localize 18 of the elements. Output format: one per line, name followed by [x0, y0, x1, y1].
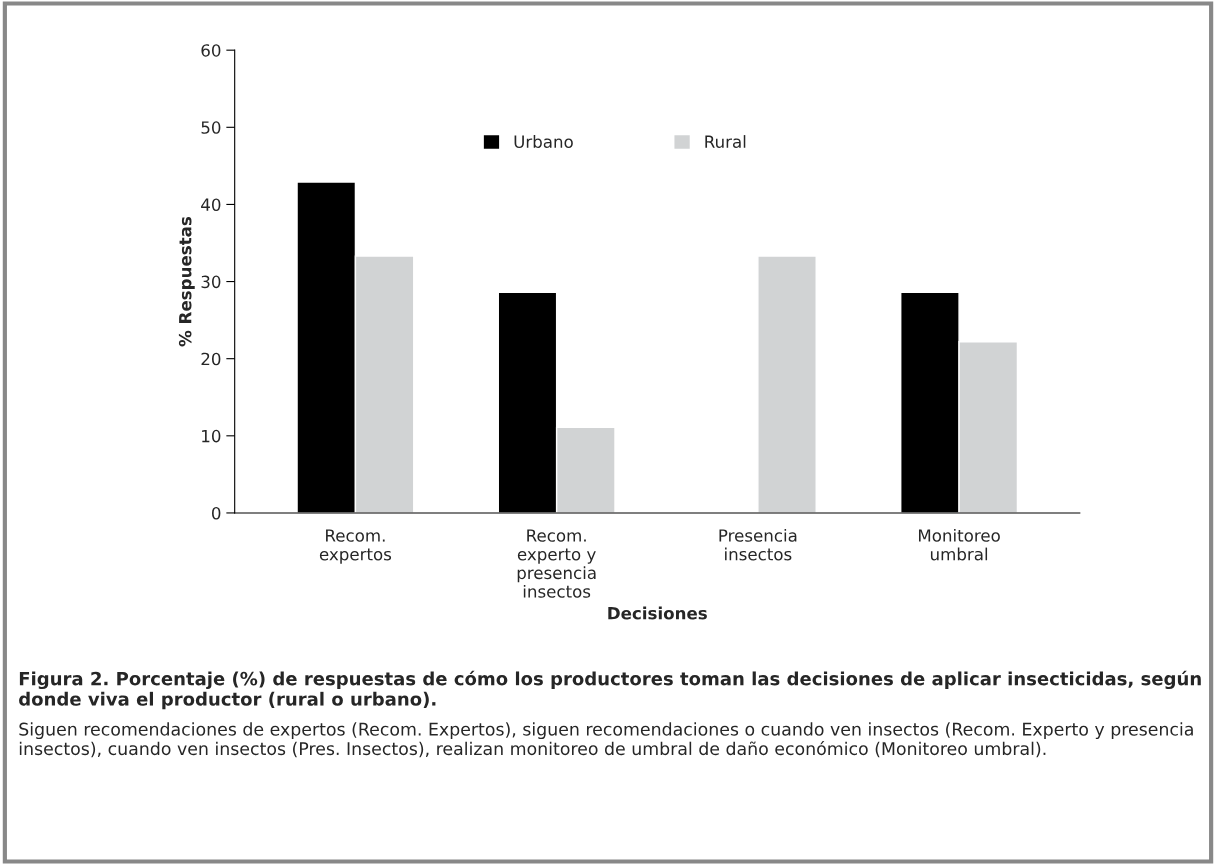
- y-tick-label: 30: [201, 275, 221, 289]
- y-tick-label: 50: [201, 121, 221, 134]
- y-tick-label: 0: [211, 506, 221, 520]
- text: Siguen recomendaciones de expertos (Recom. Expertos), siguen recomendaciones o cuando ven insectos (Recom. Experto y presencia insectos), cuando ven insectos (Pres. Insectos), realizan monitoreo de umbral de daño económico (Monitoreo umbral).: [19, 722, 1193, 758]
- x-axis-title: Decisiones: [608, 606, 707, 620]
- y-tick-label: 20: [201, 352, 221, 366]
- text: Figura 2. Porcentaje (%) de respuestas de cómo los productores toman las decisiones de aplicar insecticidas, según donde viva el productor (rural o urbano).: [19, 670, 1201, 710]
- y-tick-label: 40: [201, 198, 221, 211]
- bar: [757, 255, 817, 513]
- legend-label: Urbano: [514, 135, 573, 148]
- y-tick-label: 60: [201, 44, 221, 57]
- legend-label: Rural: [705, 135, 746, 148]
- x-tick-label: Monitoreo umbral: [919, 528, 1000, 561]
- y-tick-label: 10: [202, 429, 221, 443]
- x-tick-label: Recom. experto y presencia insectos: [517, 529, 596, 598]
- y-axis-title: % Respuestas: [178, 216, 195, 347]
- x-tick-label: Presencia insectos: [719, 528, 797, 561]
- x-tick-label: Recom. expertos: [319, 529, 392, 564]
